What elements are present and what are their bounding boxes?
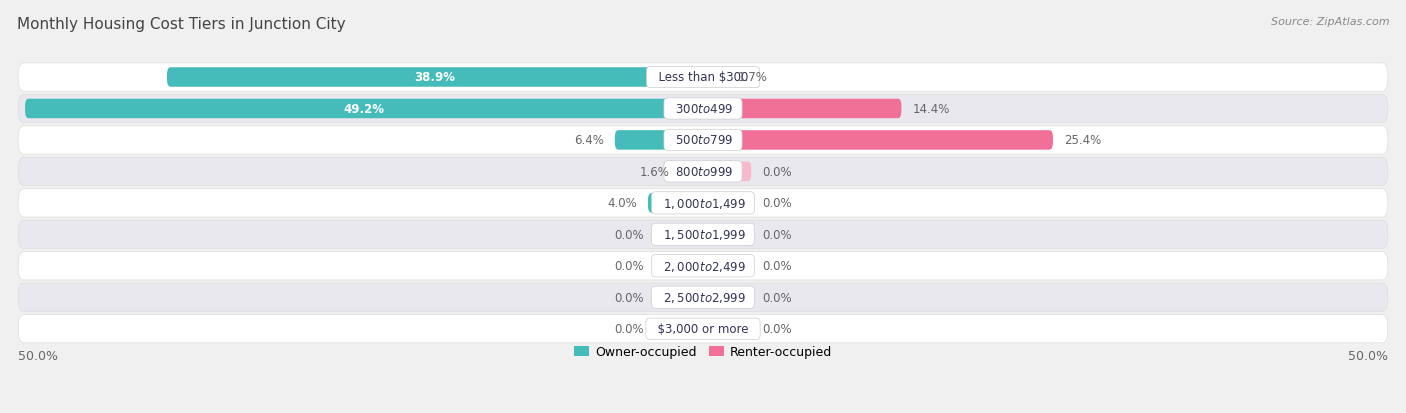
Text: 0.0%: 0.0% [614,291,644,304]
Text: 1.6%: 1.6% [640,166,669,178]
Text: 50.0%: 50.0% [18,349,58,362]
FancyBboxPatch shape [18,221,1388,249]
FancyBboxPatch shape [18,283,1388,312]
FancyBboxPatch shape [18,189,1388,218]
Text: 1.7%: 1.7% [738,71,768,84]
FancyBboxPatch shape [18,158,1388,186]
Text: 14.4%: 14.4% [912,103,950,116]
FancyBboxPatch shape [703,100,901,119]
FancyBboxPatch shape [18,126,1388,155]
Text: 6.4%: 6.4% [574,134,603,147]
Text: Monthly Housing Cost Tiers in Junction City: Monthly Housing Cost Tiers in Junction C… [17,17,346,31]
FancyBboxPatch shape [703,225,751,244]
Text: Less than $300: Less than $300 [651,71,755,84]
FancyBboxPatch shape [703,256,751,276]
FancyBboxPatch shape [648,194,703,213]
Text: $1,500 to $1,999: $1,500 to $1,999 [655,228,751,242]
FancyBboxPatch shape [703,288,751,307]
FancyBboxPatch shape [703,68,727,88]
FancyBboxPatch shape [703,194,751,213]
FancyBboxPatch shape [18,315,1388,343]
FancyBboxPatch shape [655,256,703,276]
Text: 0.0%: 0.0% [614,323,644,335]
Text: 0.0%: 0.0% [614,260,644,273]
FancyBboxPatch shape [25,100,703,119]
FancyBboxPatch shape [167,68,703,88]
FancyBboxPatch shape [18,64,1388,92]
FancyBboxPatch shape [655,288,703,307]
Text: $2,500 to $2,999: $2,500 to $2,999 [655,290,751,304]
FancyBboxPatch shape [681,162,703,182]
Text: 0.0%: 0.0% [762,260,792,273]
Text: $2,000 to $2,499: $2,000 to $2,499 [655,259,751,273]
FancyBboxPatch shape [18,252,1388,280]
Text: $3,000 or more: $3,000 or more [650,323,756,335]
FancyBboxPatch shape [655,319,703,339]
Text: 0.0%: 0.0% [762,291,792,304]
Text: 0.0%: 0.0% [762,323,792,335]
Text: 49.2%: 49.2% [343,103,385,116]
FancyBboxPatch shape [703,319,751,339]
Legend: Owner-occupied, Renter-occupied: Owner-occupied, Renter-occupied [568,341,838,363]
Text: $300 to $499: $300 to $499 [668,103,738,116]
Text: Source: ZipAtlas.com: Source: ZipAtlas.com [1271,17,1389,26]
Text: $1,000 to $1,499: $1,000 to $1,499 [655,196,751,210]
Text: 0.0%: 0.0% [762,166,792,178]
FancyBboxPatch shape [703,162,751,182]
Text: 38.9%: 38.9% [415,71,456,84]
Text: 0.0%: 0.0% [762,228,792,241]
Text: 0.0%: 0.0% [762,197,792,210]
FancyBboxPatch shape [703,131,1053,150]
Text: $800 to $999: $800 to $999 [668,166,738,178]
FancyBboxPatch shape [614,131,703,150]
Text: $500 to $799: $500 to $799 [668,134,738,147]
Text: 4.0%: 4.0% [607,197,637,210]
Text: 25.4%: 25.4% [1064,134,1101,147]
FancyBboxPatch shape [18,95,1388,123]
Text: 0.0%: 0.0% [614,228,644,241]
FancyBboxPatch shape [655,225,703,244]
Text: 50.0%: 50.0% [1348,349,1388,362]
